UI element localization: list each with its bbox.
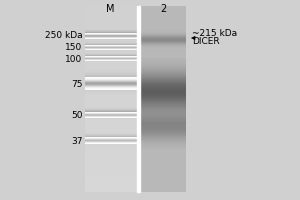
Text: M: M	[106, 4, 115, 14]
Text: 50: 50	[71, 110, 82, 119]
Text: 150: 150	[65, 44, 83, 52]
Text: 100: 100	[65, 54, 83, 64]
Text: 250 kDa: 250 kDa	[45, 31, 82, 40]
Text: 2: 2	[160, 4, 166, 14]
Text: 37: 37	[71, 136, 82, 146]
Text: 75: 75	[71, 80, 82, 88]
Text: DICER: DICER	[192, 38, 220, 46]
Bar	[136, 6, 140, 192]
Text: ~215 kDa: ~215 kDa	[192, 29, 237, 38]
